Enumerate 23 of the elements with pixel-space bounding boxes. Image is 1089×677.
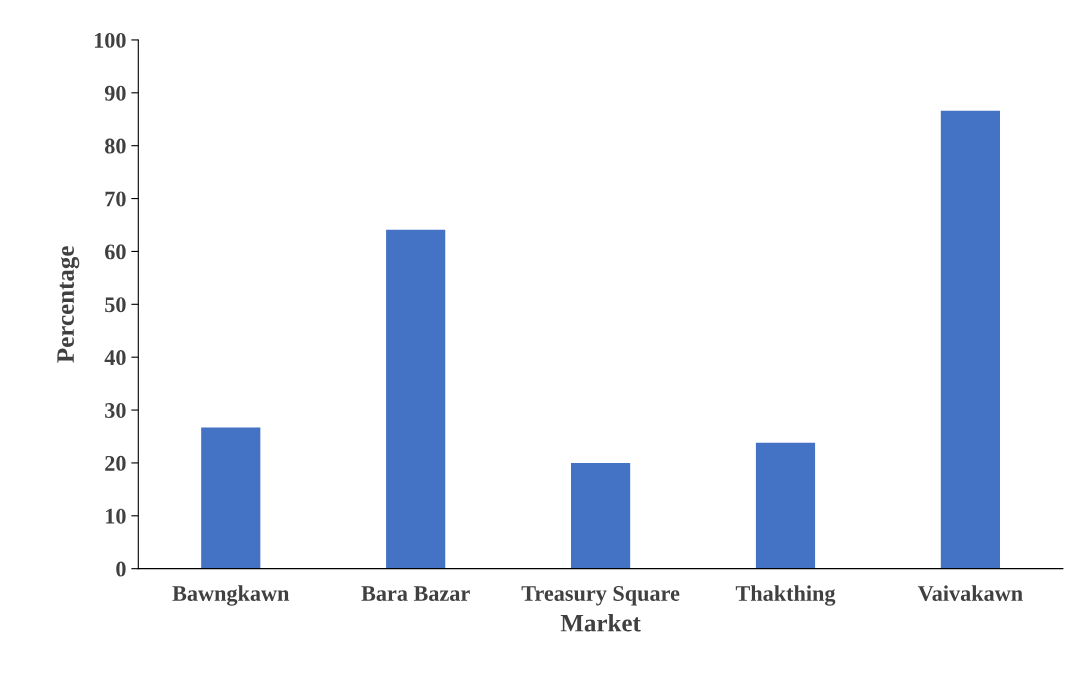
bar — [386, 229, 446, 569]
x-tick-label: Vaivakawn — [917, 585, 1023, 602]
y-tick-label: 90 — [104, 85, 126, 101]
y-axis-title: Percentage — [57, 246, 80, 363]
x-axis-title: Market — [560, 614, 641, 632]
y-tick-label: 100 — [94, 32, 126, 48]
y-tick-label: 0 — [116, 561, 126, 577]
y-tick-label: 80 — [105, 138, 126, 154]
y-tick-label: 70 — [105, 191, 126, 207]
y-tick-label: 50 — [105, 297, 126, 313]
y-tick-label: 30 — [105, 402, 126, 418]
x-tick-label: Bara Bazar — [361, 586, 470, 601]
bar — [571, 462, 631, 569]
bar — [940, 110, 1000, 569]
y-tick-label: 40 — [104, 350, 126, 366]
y-tick-label: 10 — [106, 508, 126, 524]
bar — [755, 442, 816, 569]
y-tick-label: 20 — [105, 455, 126, 471]
bar — [201, 427, 261, 569]
x-tick-label: Thakthing — [735, 585, 836, 606]
y-tick-label: 60 — [105, 244, 126, 260]
x-tick-label: Bawngkawn — [172, 585, 290, 606]
x-tick-label: Treasury Square — [521, 585, 680, 606]
